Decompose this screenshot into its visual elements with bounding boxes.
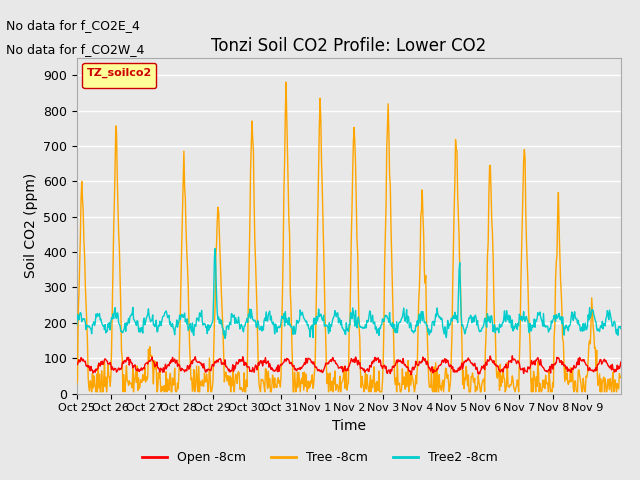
X-axis label: Time: Time <box>332 419 366 433</box>
Legend: Open -8cm, Tree -8cm, Tree2 -8cm: Open -8cm, Tree -8cm, Tree2 -8cm <box>137 446 503 469</box>
Title: Tonzi Soil CO2 Profile: Lower CO2: Tonzi Soil CO2 Profile: Lower CO2 <box>211 36 486 55</box>
Legend:  <box>83 63 157 88</box>
Text: No data for f_CO2E_4: No data for f_CO2E_4 <box>6 19 140 32</box>
Y-axis label: Soil CO2 (ppm): Soil CO2 (ppm) <box>24 173 38 278</box>
Text: No data for f_CO2W_4: No data for f_CO2W_4 <box>6 43 145 56</box>
